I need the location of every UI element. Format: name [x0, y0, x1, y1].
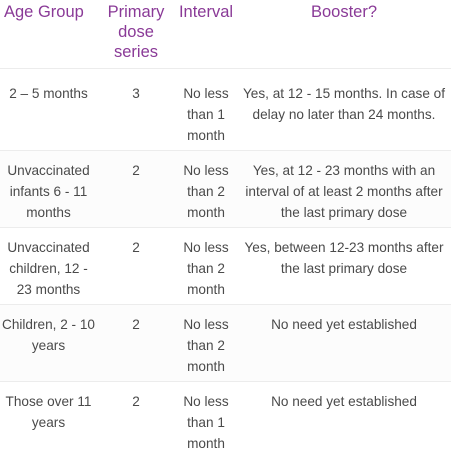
- cell-age-group: Children, 2 - 10 years: [0, 303, 97, 381]
- cell-interval: No less than 2 month: [175, 226, 237, 304]
- cell-interval: No less than 1 month: [175, 67, 237, 150]
- cell-booster: Yes, between 12-23 months after the last…: [237, 226, 451, 304]
- header-interval: Interval: [178, 3, 234, 21]
- cell-age-group: Unvaccinated children, 12 - 23 months: [0, 226, 97, 304]
- cell-primary-dose: 2: [97, 303, 175, 381]
- cell-primary-dose: 2: [97, 149, 175, 227]
- table-header: Age Group Primary dose series Interval B…: [0, 0, 451, 68]
- cell-primary-dose: 3: [97, 67, 175, 150]
- cell-booster: No need yet established: [237, 303, 451, 381]
- cell-booster: No need yet established: [237, 380, 451, 458]
- table-row: Those over 11 years 2 No less than 1 mon…: [0, 380, 451, 458]
- cell-primary-dose: 2: [97, 226, 175, 304]
- cell-booster: Yes, at 12 - 23 months with an interval …: [237, 149, 451, 227]
- header-booster: Booster?: [310, 3, 378, 21]
- cell-interval: No less than 2 month: [175, 149, 237, 227]
- header-age-group: Age Group: [4, 3, 84, 21]
- cell-primary-dose: 2: [97, 380, 175, 458]
- cell-interval: No less than 2 month: [175, 303, 237, 381]
- cell-interval: No less than 1 month: [175, 380, 237, 458]
- table-row: Children, 2 - 10 years 2 No less than 2 …: [0, 303, 451, 381]
- table-row: Unvaccinated children, 12 - 23 months 2 …: [0, 226, 451, 304]
- table-body: 2 – 5 months 3 No less than 1 month Yes,…: [0, 67, 451, 458]
- table-row: 2 – 5 months 3 No less than 1 month Yes,…: [0, 67, 451, 150]
- header-primary-dose-series: Primary dose series: [107, 3, 165, 61]
- header-row: Age Group Primary dose series Interval B…: [0, 0, 451, 68]
- cell-age-group: Those over 11 years: [0, 380, 97, 458]
- table-row: Unvaccinated infants 6 - 11 months 2 No …: [0, 149, 451, 227]
- cell-booster: Yes, at 12 - 15 months. In case of delay…: [237, 67, 451, 150]
- cell-age-group: Unvaccinated infants 6 - 11 months: [0, 149, 97, 227]
- cell-age-group: 2 – 5 months: [0, 67, 97, 150]
